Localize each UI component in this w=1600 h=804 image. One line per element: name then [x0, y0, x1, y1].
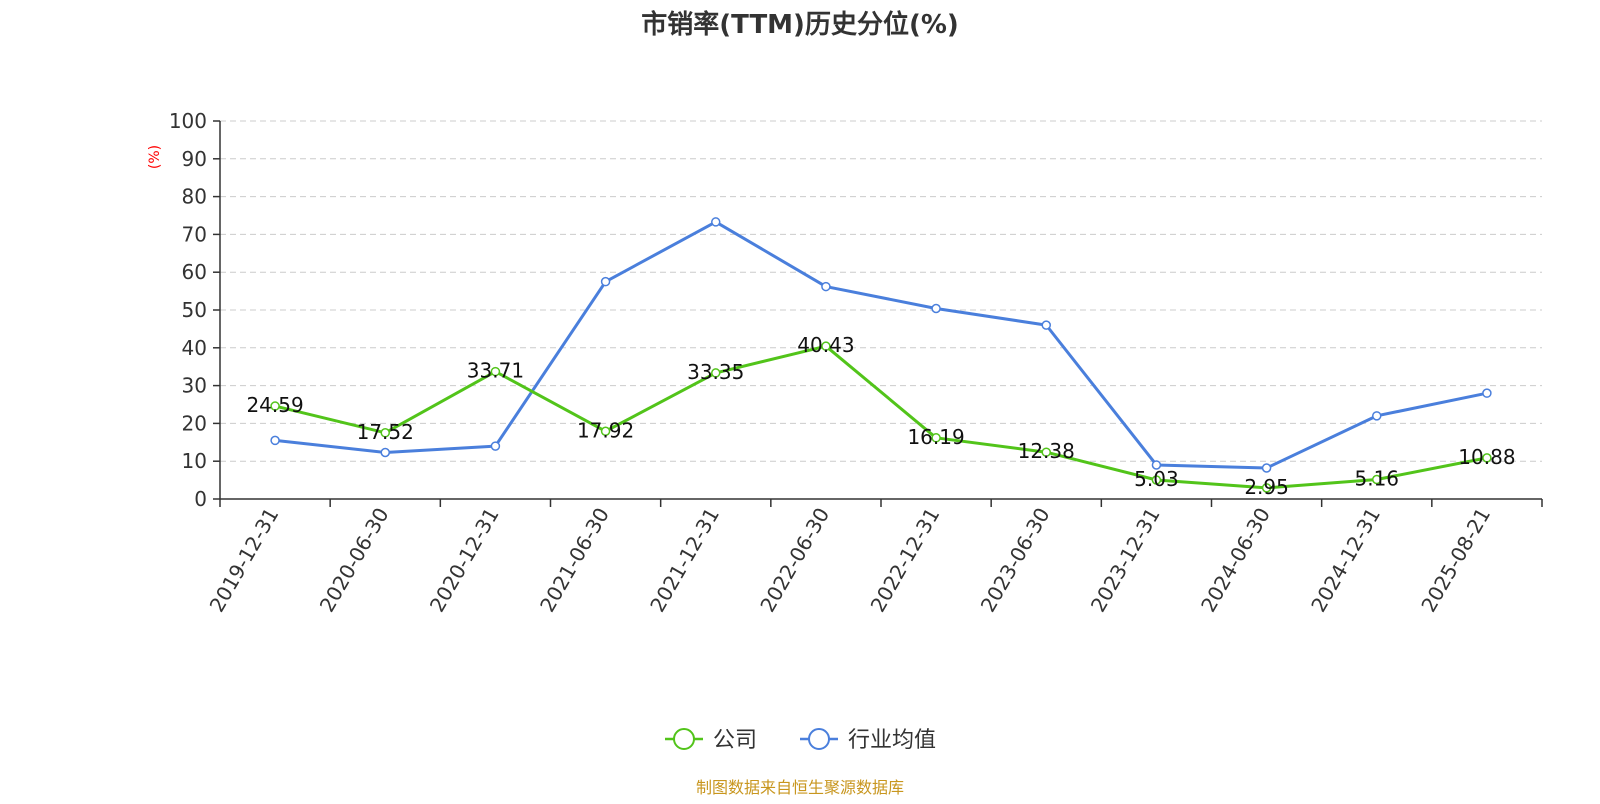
series-layer — [270, 217, 1492, 493]
legend-label: 行业均值 — [848, 728, 936, 753]
data-label: 24.59 — [246, 393, 303, 417]
data-label: 2.95 — [1244, 475, 1289, 499]
data-point — [711, 368, 721, 378]
x-tick-label: 2023-06-30 — [976, 504, 1055, 617]
y-tick-label: 10 — [182, 449, 207, 473]
data-label: 17.92 — [577, 418, 634, 442]
x-tick-label: 2021-12-31 — [645, 504, 724, 617]
data-label: 40.43 — [797, 333, 854, 357]
grid-layer — [220, 120, 1542, 462]
x-tick-label: 2024-06-30 — [1196, 504, 1275, 617]
data-point — [1041, 320, 1051, 330]
data-point — [1482, 388, 1492, 398]
source-note: 制图数据来自恒生聚源数据库 — [696, 778, 904, 797]
data-point — [600, 426, 611, 437]
x-tick-label: 2020-12-31 — [425, 503, 504, 616]
data-point — [600, 276, 611, 287]
data-point — [490, 366, 501, 377]
data-point — [1151, 460, 1162, 470]
x-tick-label: 2024-12-31 — [1306, 504, 1385, 617]
label-layer: 24.59 17.52 33.71 17.92 33.35 40.43 16.19 12.38… — [246, 333, 1515, 499]
data-point — [380, 428, 390, 438]
data-point — [1482, 453, 1492, 463]
data-point — [1372, 474, 1382, 485]
data-point — [1261, 463, 1272, 473]
data-point — [821, 341, 831, 351]
data-point — [931, 433, 941, 443]
data-point — [821, 281, 831, 292]
data-label: 33.35 — [687, 360, 744, 384]
axis-layer: 0 10 20 30 40 50 60 70 80 90 100 2019-12-31 2020-06-… — [169, 109, 1543, 617]
series-line — [274, 220, 1488, 470]
legend[interactable]: 公司 行业均值 — [665, 728, 936, 753]
data-point — [270, 401, 280, 411]
x-tick-label: 2022-12-31 — [866, 503, 945, 616]
y-tick-label: 30 — [182, 374, 207, 398]
y-tick-label: 90 — [182, 147, 207, 171]
x-tick-label: 2021-06-30 — [535, 504, 614, 617]
data-point — [1151, 475, 1162, 485]
data-point — [711, 217, 721, 227]
data-label: 10.88 — [1458, 445, 1515, 469]
y-tick-label: 40 — [182, 336, 207, 360]
y-tick-label: 80 — [182, 185, 207, 209]
x-tick-label: 2019-12-31 — [205, 504, 284, 617]
legend-item[interactable]: 行业均值 — [800, 728, 936, 753]
y-tick-label: 70 — [182, 222, 207, 246]
legend-label: 公司 — [713, 728, 757, 753]
y-tick-label: 50 — [182, 298, 207, 322]
data-point — [931, 303, 941, 314]
legend-swatch-marker — [808, 728, 830, 750]
data-label: 5.16 — [1354, 466, 1399, 490]
data-point — [1041, 447, 1051, 457]
series-line — [274, 344, 1488, 490]
y-tick-label: 100 — [169, 109, 207, 133]
data-label: 5.03 — [1134, 467, 1179, 491]
x-tick-label: 2023-12-31 — [1086, 504, 1165, 617]
data-label: 16.19 — [907, 425, 964, 449]
data-point — [490, 441, 501, 451]
y-tick-label: 60 — [182, 260, 207, 284]
x-tick-label: 2022-06-30 — [755, 504, 834, 617]
data-label: 12.38 — [1018, 439, 1075, 463]
y-axis-label: (%) — [147, 145, 163, 169]
data-point — [270, 435, 280, 446]
y-tick-label: 20 — [182, 411, 207, 435]
legend-swatch-marker — [673, 728, 695, 750]
data-label: 33.71 — [467, 359, 524, 383]
chart-title: 市销率(TTM)历史分位(%) — [641, 9, 959, 40]
x-tick-label: 2020-06-30 — [315, 504, 394, 617]
data-label: 17.52 — [357, 420, 414, 444]
data-point — [1372, 411, 1382, 421]
data-point — [380, 447, 390, 458]
x-tick-label: 2025-08-21 — [1416, 504, 1495, 617]
legend-item[interactable]: 公司 — [665, 728, 757, 753]
y-tick-label: 0 — [194, 487, 207, 511]
data-point — [1261, 483, 1272, 493]
